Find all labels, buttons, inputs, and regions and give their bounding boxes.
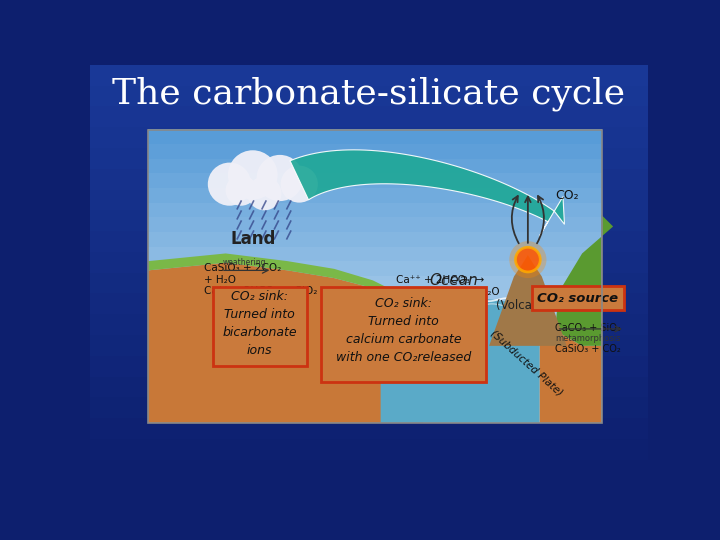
- Text: Ocean: Ocean: [430, 273, 479, 288]
- Bar: [148, 130, 601, 145]
- Bar: [90, 355, 648, 377]
- Bar: [90, 106, 648, 127]
- Bar: [148, 159, 601, 174]
- FancyBboxPatch shape: [213, 287, 307, 366]
- Bar: [90, 438, 648, 460]
- Circle shape: [256, 155, 303, 201]
- FancyBboxPatch shape: [532, 286, 624, 310]
- Circle shape: [228, 150, 277, 200]
- Text: CaSiO₃ + CO₂: CaSiO₃ + CO₂: [555, 345, 621, 354]
- Text: CO₂: CO₂: [555, 189, 579, 202]
- Bar: [148, 130, 601, 423]
- Bar: [148, 363, 601, 379]
- Bar: [148, 334, 601, 350]
- Circle shape: [208, 163, 251, 206]
- Bar: [90, 314, 648, 335]
- Bar: [90, 64, 648, 85]
- Polygon shape: [148, 253, 423, 323]
- Bar: [148, 349, 601, 365]
- Bar: [90, 168, 648, 190]
- Bar: [148, 261, 601, 276]
- Circle shape: [281, 166, 318, 202]
- Bar: [148, 144, 601, 159]
- Text: The carbonate-silicate cycle: The carbonate-silicate cycle: [112, 76, 626, 111]
- Bar: [90, 272, 648, 294]
- Bar: [90, 459, 648, 481]
- Bar: [90, 85, 648, 106]
- Text: CaSiO₃ + 2CO₂: CaSiO₃ + 2CO₂: [204, 262, 282, 273]
- Polygon shape: [539, 323, 601, 423]
- Bar: [148, 232, 601, 247]
- FancyBboxPatch shape: [321, 287, 487, 382]
- Polygon shape: [290, 150, 564, 237]
- Bar: [148, 202, 601, 218]
- Polygon shape: [381, 298, 539, 423]
- Circle shape: [516, 247, 540, 272]
- Bar: [148, 320, 601, 335]
- Polygon shape: [148, 262, 423, 423]
- Text: CO₂ sink:
Turned into
bicarbonate
ions: CO₂ sink: Turned into bicarbonate ions: [222, 290, 297, 357]
- Text: CaCO₃ + CO₂ + H₂O: CaCO₃ + CO₂ + H₂O: [396, 287, 500, 296]
- Bar: [90, 376, 648, 397]
- Bar: [90, 126, 648, 148]
- Bar: [148, 378, 601, 394]
- Bar: [148, 408, 601, 423]
- Polygon shape: [489, 255, 567, 346]
- Bar: [90, 210, 648, 231]
- Bar: [148, 276, 601, 291]
- Bar: [148, 217, 601, 233]
- Text: (Subducted Plate): (Subducted Plate): [488, 328, 564, 397]
- Text: (Volcano): (Volcano): [496, 299, 552, 312]
- Bar: [148, 305, 601, 320]
- Bar: [148, 393, 601, 408]
- Circle shape: [509, 241, 546, 278]
- Text: Ca⁺⁺ + 2HCO₃⁻ +SiO₂: Ca⁺⁺ + 2HCO₃⁻ +SiO₂: [204, 286, 318, 296]
- Bar: [148, 247, 601, 262]
- Bar: [90, 231, 648, 252]
- Text: Land: Land: [230, 230, 276, 248]
- Polygon shape: [555, 215, 613, 346]
- Bar: [148, 291, 601, 306]
- Text: weathering: weathering: [222, 258, 266, 267]
- Text: metamorphosis: metamorphosis: [555, 334, 621, 342]
- Bar: [90, 334, 648, 356]
- Text: + H₂O: + H₂O: [204, 275, 236, 285]
- Bar: [90, 251, 648, 273]
- Bar: [148, 188, 601, 204]
- Bar: [90, 417, 648, 439]
- Text: Ca⁺⁺ + 2HCO₃⁻→: Ca⁺⁺ + 2HCO₃⁻→: [396, 275, 485, 285]
- Bar: [90, 189, 648, 211]
- Text: CO₂ sink:
Turned into
calcium carbonate
with one CO₂released: CO₂ sink: Turned into calcium carbonate …: [336, 297, 472, 364]
- Circle shape: [248, 177, 282, 211]
- Text: CaCO₃ + SiO₂: CaCO₃ + SiO₂: [555, 323, 621, 333]
- Bar: [90, 147, 648, 168]
- Circle shape: [225, 175, 256, 206]
- Text: CO₂ source: CO₂ source: [537, 292, 618, 305]
- Bar: [148, 173, 601, 189]
- Bar: [90, 293, 648, 314]
- Bar: [90, 397, 648, 418]
